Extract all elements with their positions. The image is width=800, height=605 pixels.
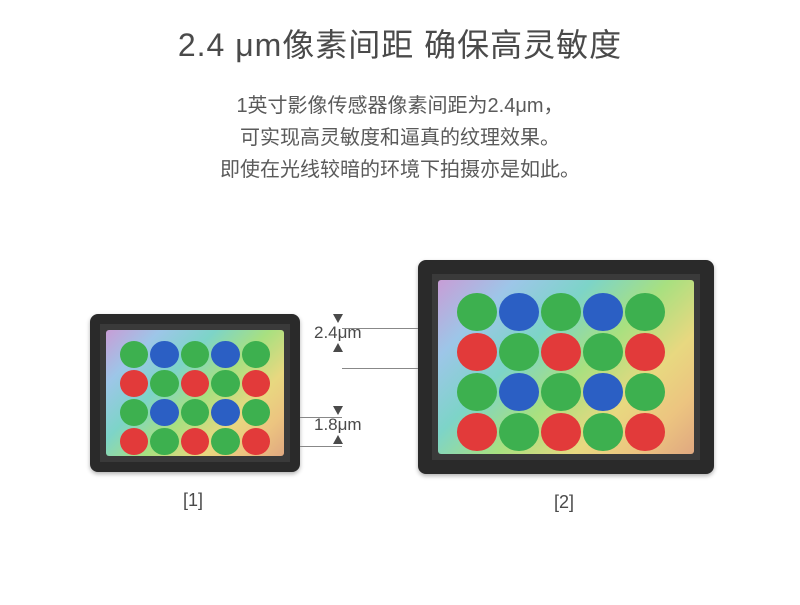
pixel-b bbox=[583, 293, 622, 331]
pixel-r bbox=[181, 370, 210, 397]
large-pitch-label: 2.4μm bbox=[314, 323, 362, 343]
guide-line bbox=[300, 446, 342, 447]
large-sensor-surface bbox=[438, 280, 694, 454]
pixel-g bbox=[242, 341, 271, 368]
pixel-g bbox=[150, 370, 179, 397]
pixel-r bbox=[120, 370, 149, 397]
small-pixel-grid bbox=[119, 340, 271, 456]
small-pitch-label: 1.8μm bbox=[314, 415, 362, 435]
pixel-b bbox=[583, 373, 622, 411]
sensor-comparison-diagram: 1.8μm [1] 2.4μm [2] bbox=[0, 206, 800, 576]
pixel-g bbox=[499, 413, 538, 451]
pixel-g bbox=[211, 370, 240, 397]
pixel-g bbox=[583, 333, 622, 371]
pixel-g bbox=[625, 373, 664, 411]
pixel-g bbox=[242, 399, 271, 426]
pixel-g bbox=[625, 293, 664, 331]
arrow-down-icon bbox=[333, 314, 343, 323]
arrow-up-icon bbox=[333, 435, 343, 444]
pixel-g bbox=[457, 293, 496, 331]
guide-line bbox=[300, 417, 342, 418]
guide-line bbox=[342, 328, 418, 329]
pixel-g bbox=[120, 341, 149, 368]
arrow-up-icon bbox=[333, 343, 343, 352]
pixel-g bbox=[541, 373, 580, 411]
small-sensor-frame bbox=[90, 314, 300, 472]
large-pitch-indicator: 2.4μm bbox=[314, 314, 362, 352]
pixel-g bbox=[181, 399, 210, 426]
pixel-g bbox=[120, 399, 149, 426]
pixel-r bbox=[181, 428, 210, 455]
pixel-r bbox=[242, 428, 271, 455]
pixel-r bbox=[457, 333, 496, 371]
pixel-b bbox=[211, 399, 240, 426]
pixel-r bbox=[541, 333, 580, 371]
pixel-r bbox=[242, 370, 271, 397]
large-sensor-frame bbox=[418, 260, 714, 474]
large-pixel-grid bbox=[456, 292, 666, 452]
pixel-b bbox=[499, 293, 538, 331]
subtitle: 1英寸影像传感器像素间距为2.4μm，可实现高灵敏度和逼真的纹理效果。即使在光线… bbox=[0, 90, 800, 186]
pixel-g bbox=[499, 333, 538, 371]
pixel-r bbox=[625, 333, 664, 371]
pixel-b bbox=[211, 341, 240, 368]
page-title: 2.4 μm像素间距 确保高灵敏度 bbox=[0, 20, 800, 66]
pixel-g bbox=[211, 428, 240, 455]
pixel-r bbox=[625, 413, 664, 451]
small-pitch-indicator: 1.8μm bbox=[314, 406, 362, 444]
guide-line bbox=[342, 368, 418, 369]
subtitle-line: 1英寸影像传感器像素间距为2.4μm， bbox=[0, 90, 800, 122]
pixel-r bbox=[457, 413, 496, 451]
pixel-g bbox=[583, 413, 622, 451]
small-caption: [1] bbox=[183, 490, 203, 511]
subtitle-line: 即使在光线较暗的环境下拍摄亦是如此。 bbox=[0, 154, 800, 186]
arrow-down-icon bbox=[333, 406, 343, 415]
subtitle-line: 可实现高灵敏度和逼真的纹理效果。 bbox=[0, 122, 800, 154]
pixel-b bbox=[499, 373, 538, 411]
pixel-g bbox=[541, 293, 580, 331]
pixel-g bbox=[181, 341, 210, 368]
pixel-r bbox=[120, 428, 149, 455]
pixel-r bbox=[541, 413, 580, 451]
small-sensor-surface bbox=[106, 330, 284, 456]
large-caption: [2] bbox=[554, 492, 574, 513]
pixel-b bbox=[150, 399, 179, 426]
pixel-g bbox=[457, 373, 496, 411]
pixel-g bbox=[150, 428, 179, 455]
pixel-b bbox=[150, 341, 179, 368]
